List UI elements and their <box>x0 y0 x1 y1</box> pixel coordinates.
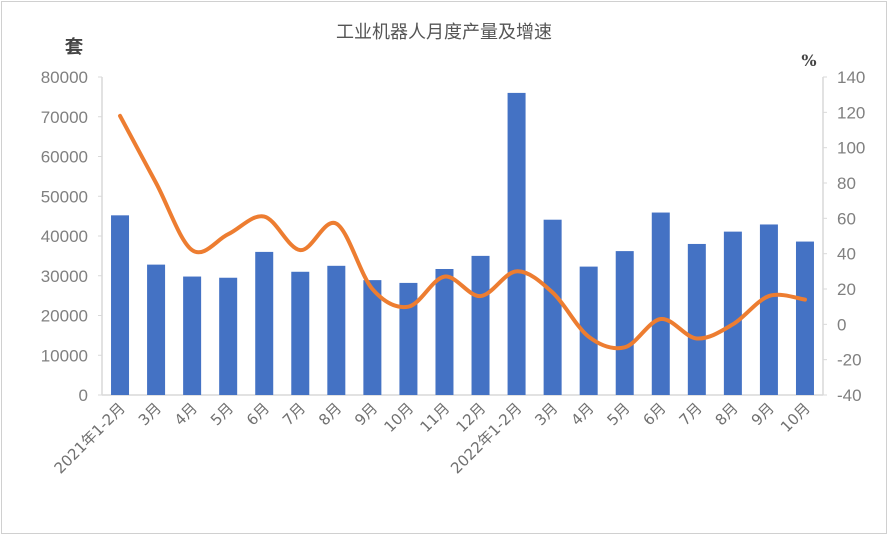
left-tick-label: 50000 <box>41 187 88 206</box>
bar <box>759 224 778 395</box>
left-tick-label: 30000 <box>41 267 88 286</box>
bar <box>795 241 814 395</box>
right-tick-label: -20 <box>837 351 862 370</box>
left-tick-label: 40000 <box>41 227 88 246</box>
right-tick-label: 140 <box>837 68 865 87</box>
bar <box>687 243 706 395</box>
bar <box>651 212 670 395</box>
right-tick-label: 120 <box>837 103 865 122</box>
category-label: 6月 <box>243 399 273 429</box>
left-tick-label: 80000 <box>41 68 88 87</box>
bar <box>363 280 382 395</box>
category-label: 5月 <box>207 399 237 429</box>
bar <box>147 264 166 395</box>
left-tick-label: 20000 <box>41 307 88 326</box>
right-tick-label: 100 <box>837 139 865 158</box>
left-tick-label: 70000 <box>41 108 88 127</box>
right-tick-label: 80 <box>837 174 856 193</box>
category-label: 2021年1-2月 <box>51 399 129 477</box>
bar <box>399 282 418 395</box>
left-axis-label: 套 <box>65 36 83 58</box>
bar <box>111 215 130 395</box>
bar <box>471 255 490 395</box>
right-tick-label: 40 <box>837 245 856 264</box>
bar <box>507 92 526 396</box>
category-label: 7月 <box>279 399 309 429</box>
category-label: 3月 <box>135 399 165 429</box>
category-label: 3月 <box>531 399 561 429</box>
category-label: 6月 <box>640 399 670 429</box>
right-tick-label: 20 <box>837 280 856 299</box>
bar <box>579 266 598 395</box>
bar <box>255 251 274 395</box>
left-tick-label: 0 <box>79 386 88 405</box>
category-label: 11月 <box>416 399 453 436</box>
right-tick-label: 0 <box>837 315 846 334</box>
chart-title: 工业机器人月度产量及增速 <box>336 22 552 43</box>
right-tick-label: 60 <box>837 209 856 228</box>
bar <box>327 265 346 395</box>
bar <box>291 271 310 395</box>
category-label: 9月 <box>351 399 381 429</box>
category-label: 7月 <box>676 399 706 429</box>
left-tick-label: 60000 <box>41 148 88 167</box>
bar <box>615 251 634 395</box>
category-label: 10月 <box>380 399 417 436</box>
left-tick-label: 10000 <box>41 346 88 365</box>
right-axis-label: % <box>801 51 816 70</box>
category-label: 4月 <box>171 399 201 429</box>
bar <box>543 219 562 395</box>
category-label: 8月 <box>712 399 742 429</box>
category-label: 10月 <box>777 399 814 436</box>
right-tick-label: -40 <box>837 386 862 405</box>
bar <box>183 276 202 395</box>
bar <box>435 268 454 395</box>
category-label: 4月 <box>567 399 597 429</box>
category-label: 8月 <box>315 399 345 429</box>
bar <box>723 231 742 395</box>
category-label: 5月 <box>603 399 633 429</box>
bar <box>219 277 238 395</box>
category-label: 9月 <box>748 399 778 429</box>
